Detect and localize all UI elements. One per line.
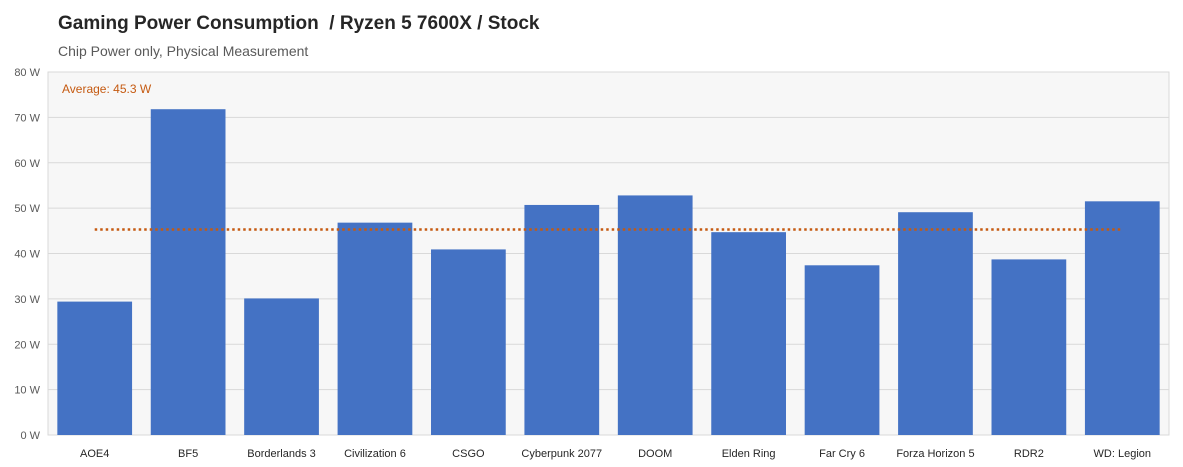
x-tick-label: WD: Legion (1094, 448, 1151, 460)
x-tick-label: Forza Horizon 5 (896, 448, 974, 460)
x-tick-label: Elden Ring (722, 448, 776, 460)
chart-title: Gaming Power Consumption / Ryzen 5 7600X… (58, 13, 540, 34)
x-tick-label: RDR2 (1014, 448, 1044, 460)
y-tick-label: 30 W (14, 294, 40, 306)
gridlines (48, 116, 1169, 391)
x-tick-label: Far Cry 6 (819, 448, 865, 460)
chart-subtitle: Chip Power only, Physical Measurement (58, 43, 309, 59)
bar (898, 212, 973, 435)
bar (991, 259, 1067, 435)
y-tick-label: 0 W (20, 430, 40, 442)
bar (711, 232, 786, 435)
bar (150, 109, 226, 436)
y-axis: 0 W 10 W 20 W 30 W 40 W 50 W 60 W 70 W 80 W (14, 67, 40, 442)
average-line-group: Average: 45.3 W (62, 82, 1123, 231)
y-tick-label: 40 W (14, 249, 40, 261)
bar (431, 249, 506, 435)
y-tick-label: 80 W (14, 67, 40, 79)
y-tick-label: 70 W (14, 112, 40, 124)
x-tick-label: DOOM (638, 448, 672, 460)
y-tick-label: 60 W (14, 158, 40, 170)
bar (57, 301, 133, 435)
x-tick-label: AOE4 (80, 448, 109, 460)
y-tick-label: 20 W (14, 339, 40, 351)
x-tick-label: Borderlands 3 (247, 448, 316, 460)
x-tick-label: Civilization 6 (344, 448, 406, 460)
average-label: Average: 45.3 W (62, 82, 152, 96)
bar (804, 265, 880, 435)
bar (1084, 201, 1160, 435)
bars (57, 109, 1160, 436)
x-tick-label: CSGO (452, 448, 485, 460)
bar (524, 204, 600, 435)
x-tick-label: Cyberpunk 2077 (521, 448, 602, 460)
y-tick-label: 10 W (14, 385, 40, 397)
bar (244, 298, 319, 435)
bar (617, 195, 693, 435)
y-tick-label: 50 W (14, 203, 40, 215)
x-axis: AOE4 BF5 Borderlands 3 Civilization 6 CSGO Cy… (80, 448, 1151, 460)
x-tick-label: BF5 (178, 448, 198, 460)
bar (337, 222, 413, 435)
